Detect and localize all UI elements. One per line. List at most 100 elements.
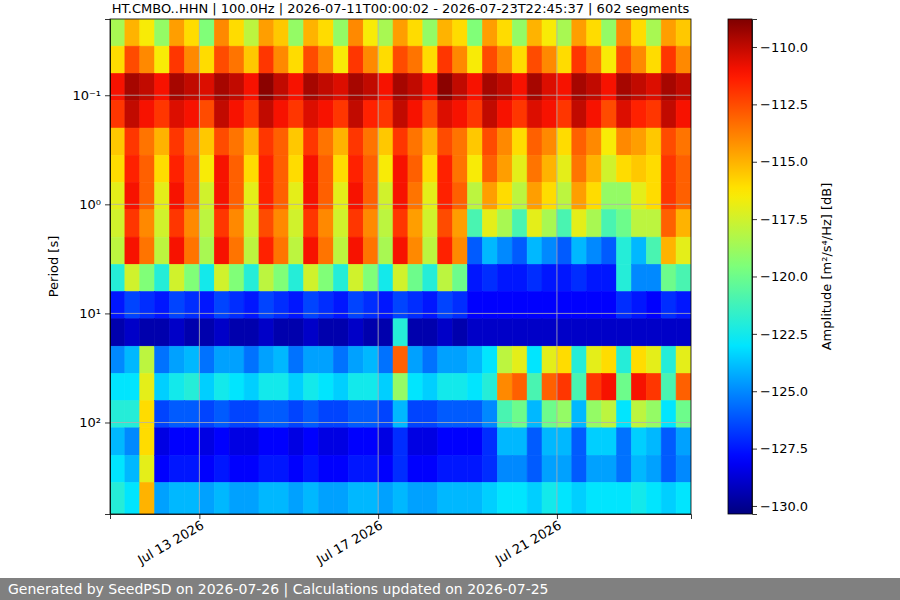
heatmap-cell	[631, 128, 646, 155]
heatmap-cell	[453, 210, 468, 237]
heatmap-cell	[572, 210, 587, 237]
heatmap-cell	[602, 19, 617, 46]
heatmap-cell	[214, 319, 229, 346]
heatmap-cell	[214, 46, 229, 73]
heatmap-cell	[512, 19, 527, 46]
heatmap-cell	[155, 155, 170, 182]
heatmap-cell	[110, 292, 125, 319]
heatmap-cell	[184, 264, 199, 291]
heatmap-cell	[572, 101, 587, 128]
heatmap-cell	[110, 210, 125, 237]
heatmap-cell	[527, 210, 542, 237]
heatmap-cell	[527, 155, 542, 182]
heatmap-cell	[408, 292, 423, 319]
heatmap-cell	[468, 46, 483, 73]
heatmap-cell	[527, 401, 542, 428]
heatmap-cell	[482, 401, 497, 428]
heatmap-cell	[482, 292, 497, 319]
heatmap-cell	[319, 46, 334, 73]
heatmap-cell	[199, 346, 214, 373]
heatmap-cell	[587, 19, 602, 46]
heatmap-cell	[468, 455, 483, 482]
heatmap-cell	[572, 319, 587, 346]
heatmap-cell	[542, 373, 557, 400]
heatmap-cell	[408, 455, 423, 482]
heatmap-cell	[661, 401, 676, 428]
colorbar-tick-label: −110.0	[760, 40, 808, 55]
heatmap-cell	[646, 483, 661, 514]
heatmap-cell	[274, 401, 289, 428]
colorbar-tick-label: −120.0	[760, 269, 808, 284]
heatmap-cell	[646, 19, 661, 46]
heatmap-cell	[184, 483, 199, 514]
heatmap-cell	[274, 455, 289, 482]
heatmap-cell	[408, 373, 423, 400]
chart-title: HT.CMBO..HHN | 100.0Hz | 2026-07-11T00:0…	[112, 1, 690, 16]
colorbar-tick-label: −127.5	[760, 441, 808, 456]
heatmap-cell	[274, 155, 289, 182]
heatmap-cell	[482, 237, 497, 264]
heatmap-cell	[572, 401, 587, 428]
heatmap-cell	[557, 155, 572, 182]
heatmap-cell	[348, 101, 363, 128]
heatmap-cell	[378, 210, 393, 237]
y-axis: 10⁻¹10⁰10¹10²	[72, 20, 110, 515]
heatmap-cell	[333, 183, 348, 210]
heatmap-cell	[631, 428, 646, 455]
heatmap-cell	[408, 19, 423, 46]
heatmap-cell	[468, 483, 483, 514]
heatmap-cell	[587, 101, 602, 128]
heatmap-cell	[155, 319, 170, 346]
heatmap-cell	[468, 428, 483, 455]
heatmap-cell	[438, 428, 453, 455]
heatmap-cell	[274, 210, 289, 237]
heatmap-cell	[140, 455, 155, 482]
y-tick-mark	[105, 422, 110, 423]
heatmap-cell	[587, 292, 602, 319]
x-tick-label: Jul 21 2026	[492, 517, 564, 567]
heatmap-cell	[140, 373, 155, 400]
heatmap-cell	[646, 155, 661, 182]
heatmap-cell	[199, 428, 214, 455]
heatmap-cell	[497, 19, 512, 46]
heatmap-cell	[482, 264, 497, 291]
heatmap-cell	[587, 483, 602, 514]
heatmap-cell	[140, 46, 155, 73]
heatmap-cell	[289, 46, 304, 73]
heatmap-cell	[393, 346, 408, 373]
heatmap-cell	[229, 101, 244, 128]
heatmap-cell	[214, 183, 229, 210]
heatmap-cell	[259, 155, 274, 182]
heatmap-cell	[363, 128, 378, 155]
heatmap-cell	[676, 210, 691, 237]
heatmap-cell	[602, 183, 617, 210]
heatmap-cell	[363, 19, 378, 46]
heatmap-cell	[378, 346, 393, 373]
heatmap-cell	[572, 19, 587, 46]
heatmap-cell	[140, 73, 155, 100]
heatmap-cell	[110, 183, 125, 210]
heatmap-cell	[676, 483, 691, 514]
heatmap-cell	[184, 73, 199, 100]
heatmap-cell	[482, 46, 497, 73]
heatmap-cell	[512, 210, 527, 237]
heatmap-cell	[572, 46, 587, 73]
heatmap-cell	[468, 155, 483, 182]
heatmap-cell	[170, 401, 185, 428]
heatmap-cell	[617, 264, 632, 291]
heatmap-cell	[184, 292, 199, 319]
heatmap-cell	[304, 401, 319, 428]
heatmap-cell	[125, 455, 140, 482]
heatmap-cell	[438, 346, 453, 373]
heatmap-cell	[155, 455, 170, 482]
heatmap-cell	[497, 101, 512, 128]
heatmap-cell	[676, 455, 691, 482]
heatmap-cell	[602, 455, 617, 482]
heatmap-cell	[110, 346, 125, 373]
heatmap-cell	[259, 73, 274, 100]
heatmap-cell	[199, 401, 214, 428]
colorbar-tick: −115.0	[752, 154, 808, 169]
heatmap-cell	[482, 428, 497, 455]
heatmap-cell	[348, 401, 363, 428]
colorbar-tick: −117.5	[752, 212, 808, 227]
